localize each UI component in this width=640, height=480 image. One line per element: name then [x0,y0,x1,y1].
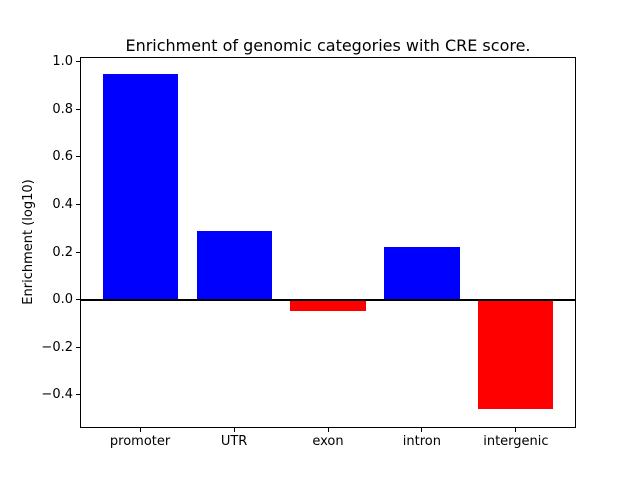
y-tick-label: 0.0 [52,292,73,308]
y-tick [76,203,80,205]
y-tick-label: 0.8 [52,101,73,117]
x-tick [233,428,235,432]
y-axis-label: Enrichment (log10) [21,179,36,305]
y-tick [76,251,80,253]
bar-promoter [102,73,178,300]
bar-intron [384,247,460,300]
y-tick [76,156,80,158]
chart-title: Enrichment of genomic categories with CR… [125,36,531,55]
x-tick-label-exon: exon [312,434,344,449]
bar-intergenic [478,299,554,409]
x-tick [139,428,141,432]
y-tick-label: 0.2 [52,244,73,260]
x-tick [515,428,517,432]
y-tick-label: −0.2 [41,339,73,355]
x-tick-label-intergenic: intergenic [483,434,549,449]
x-tick-label-intron: intron [402,434,441,449]
x-tick-label-UTR: UTR [220,434,248,449]
x-tick [421,428,423,432]
y-tick-label: 1.0 [52,54,73,70]
zero-line [80,298,576,301]
y-tick [76,394,80,396]
x-tick [327,428,329,432]
bar-exon [290,299,366,312]
y-tick [76,108,80,110]
y-tick [76,346,80,348]
x-tick-label-promoter: promoter [109,434,171,449]
bar-UTR [196,230,272,300]
y-tick-label: 0.4 [52,196,73,212]
y-tick-label: 0.6 [52,149,73,165]
y-tick [76,299,80,301]
y-tick [76,61,80,63]
y-tick-label: −0.4 [41,387,73,403]
